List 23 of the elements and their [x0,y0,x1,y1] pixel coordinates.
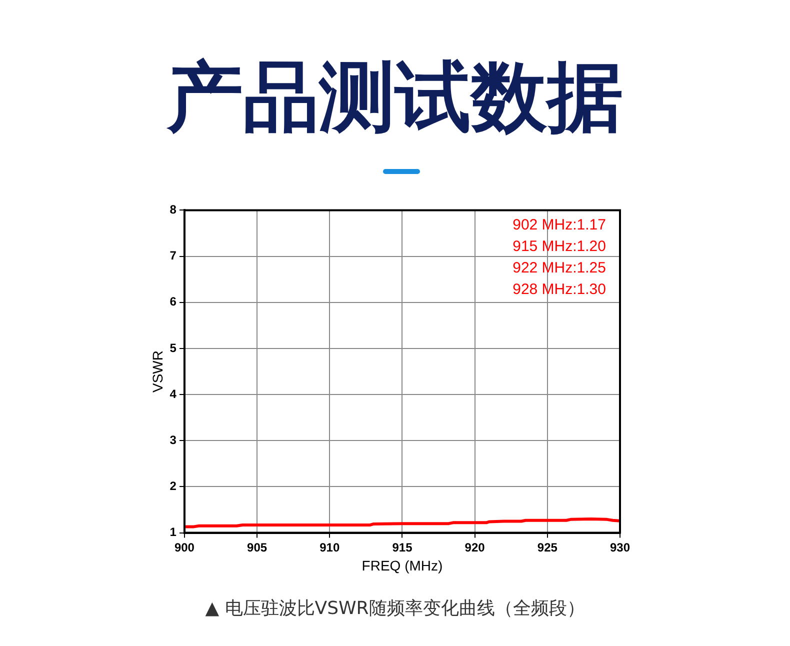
annotation: 915 MHz:1.20 [512,238,606,255]
text: ▲ 电压驻波比VSWR随频率变化曲线（全频段） [204,597,586,620]
chart-title: 产品测试数据 [166,52,624,142]
y-tick-label: 5 [170,340,177,355]
y-axis-title: VSWR [149,350,166,392]
x-axis-title: FREQ (MHz) [362,557,443,574]
x-tick-label: 925 [537,540,558,554]
y-tick-label: 4 [170,386,177,401]
y-tick-label: 2 [170,479,177,494]
annotation: 928 MHz:1.30 [512,280,606,298]
y-tick-label: 1 [170,525,177,540]
x-tick-label: 910 [320,540,340,554]
y-tick-label: 6 [170,294,177,309]
x-tick-label: 905 [247,540,268,554]
annotation: 922 MHz:1.25 [512,259,606,276]
x-tick-label: 900 [174,540,195,554]
y-tick-label: 8 [170,202,177,217]
y-tick-label: 3 [170,432,177,447]
x-tick-label: 915 [392,540,413,554]
y-tick-label: 7 [170,248,177,263]
x-tick-label: 920 [464,540,486,554]
x-tick-label: 930 [610,540,630,554]
annotation: 902 MHz:1.17 [512,216,606,234]
